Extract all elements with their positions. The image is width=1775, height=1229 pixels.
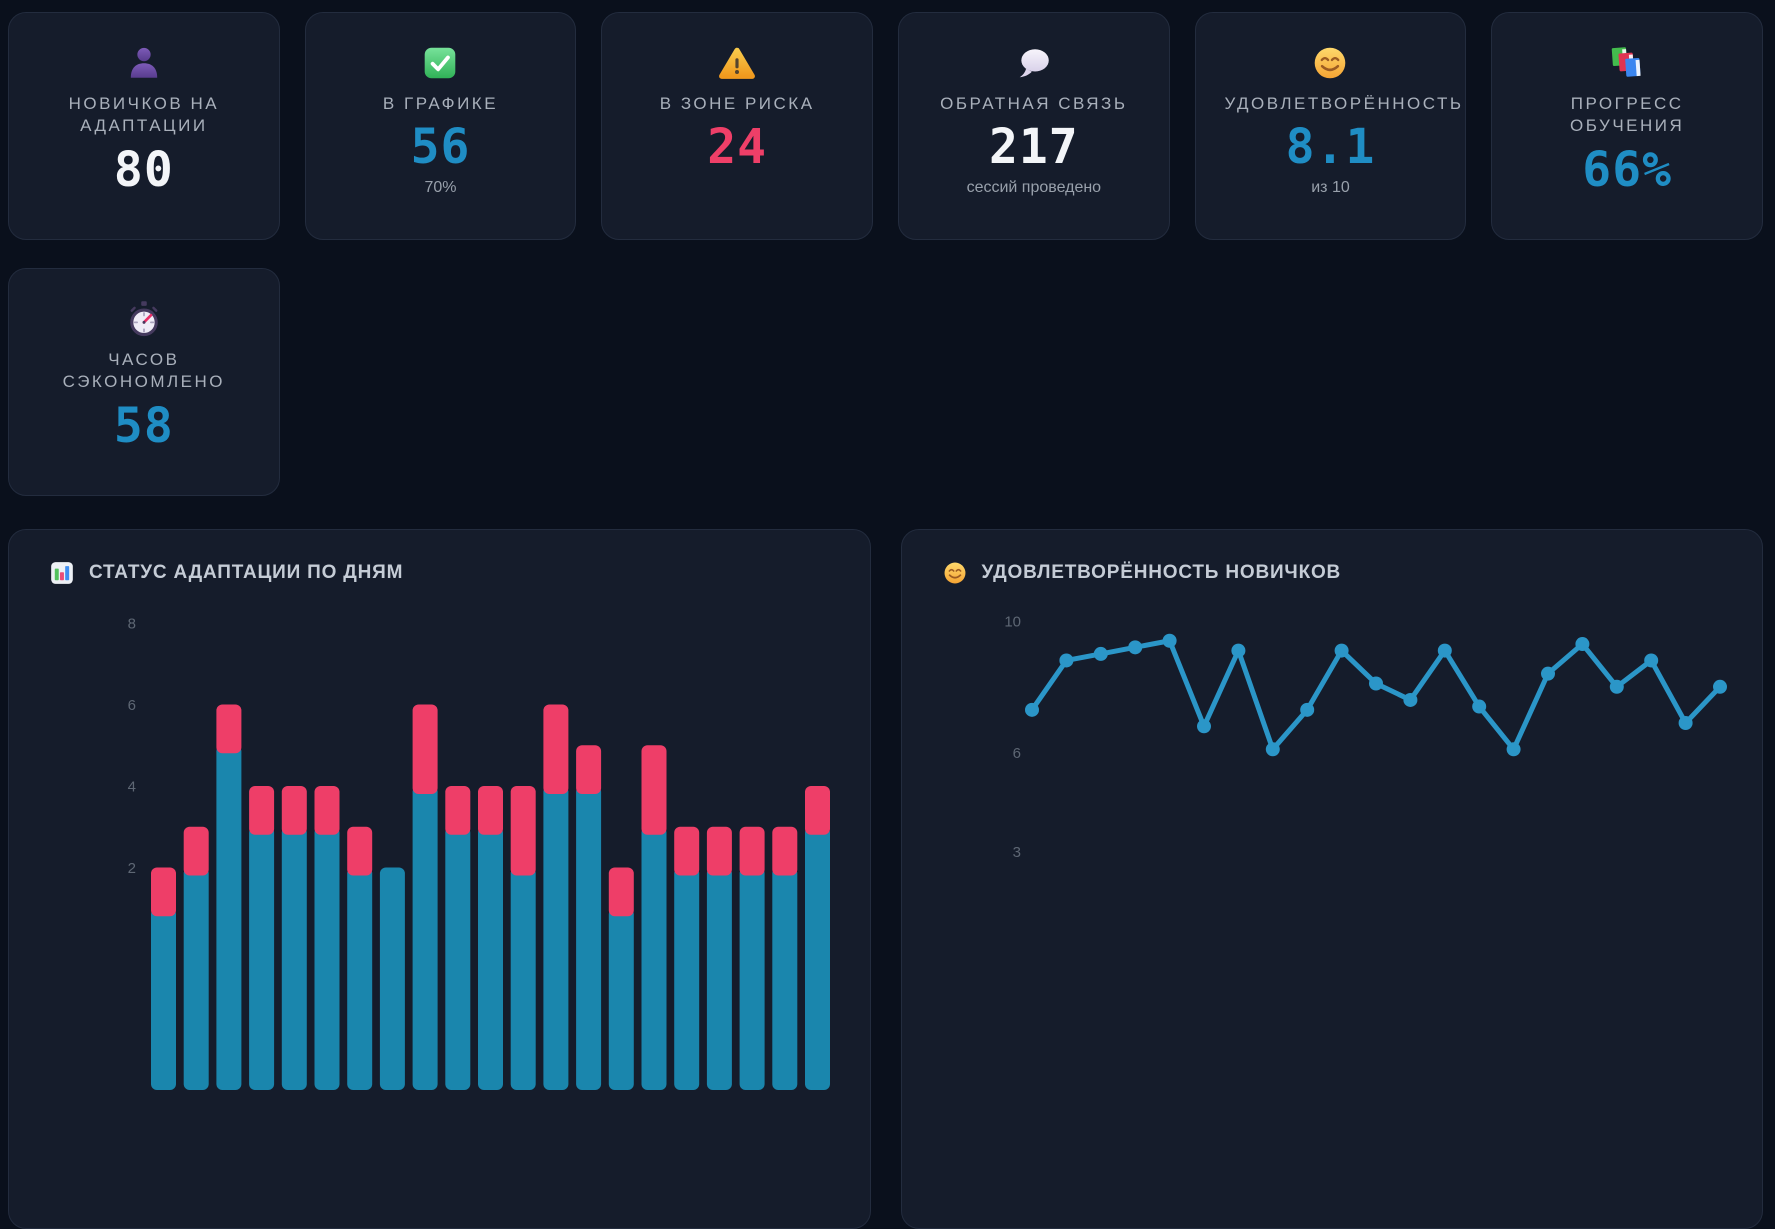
kpi-label: ОБРАТНАЯ СВЯЗЬ — [940, 94, 1128, 113]
kpi-sub: из 10 — [1311, 178, 1350, 196]
warning-icon — [718, 44, 756, 82]
svg-text:3: 3 — [1012, 844, 1020, 861]
kpi-card-newcomers: НОВИЧКОВ НА АДАПТАЦИИ 80 — [8, 12, 280, 240]
person-icon — [125, 44, 163, 82]
dashboard-page: { "theme": { "page_bg": "#0a101c", "card… — [8, 12, 1763, 1229]
kpi-label: В ЗОНЕ РИСКА — [659, 94, 815, 113]
kpi-value: 80 — [113, 141, 174, 198]
kpi-label: ЧАСОВ СЭКОНОМЛЕНО — [62, 350, 226, 392]
svg-text:2: 2 — [128, 860, 136, 877]
kpi-label: НОВИЧКОВ НА АДАПТАЦИИ — [68, 94, 220, 136]
bar-chart-title: СТАТУС АДАПТАЦИИ ПО ДНЯМ — [89, 562, 404, 583]
charts-grid: СТАТУС АДАПТАЦИИ ПО ДНЯМ 8 6 4 2 УДОВЛЕТВОР… — [8, 529, 1763, 1229]
kpi-sub: 70% — [424, 178, 457, 196]
line-chart-plot: 10 6 3 — [1004, 614, 1727, 861]
stopwatch-icon — [124, 300, 164, 338]
kpi-card-satisfaction: УДОВЛЕТВОРЁННОСТЬ 8.1 из 10 — [1194, 12, 1467, 240]
svg-text:8: 8 — [128, 616, 136, 633]
kpi-value: 24 — [707, 119, 768, 176]
smiley-icon — [1311, 44, 1349, 82]
svg-text:10: 10 — [1004, 614, 1021, 631]
kpi-card-at-risk: В ЗОНЕ РИСКА 24 — [601, 12, 873, 240]
check-icon — [421, 44, 459, 82]
kpi-card-hours-saved: ЧАСОВ СЭКОНОМЛЕНО 58 — [8, 268, 280, 496]
books-icon — [1608, 44, 1646, 82]
kpi-value: 8.1 — [1285, 119, 1376, 176]
kpi-value: 58 — [113, 397, 174, 454]
bar-chart-icon — [49, 560, 75, 586]
svg-text:4: 4 — [128, 779, 136, 796]
kpi-card-on-track: В ГРАФИКЕ 56 70% — [304, 12, 577, 240]
kpi-value: 217 — [988, 119, 1079, 176]
kpi-value: 56 — [410, 119, 471, 176]
kpi-label: ПРОГРЕСС ОБУЧЕНИЯ — [1570, 94, 1685, 136]
kpi-label: УДОВЛЕТВОРЁННОСТЬ — [1224, 94, 1464, 113]
bar-chart-card: СТАТУС АДАПТАЦИИ ПО ДНЯМ 8 6 4 2 — [8, 529, 871, 1229]
bar-chart-plot: 8 6 4 2 — [128, 616, 830, 1090]
svg-text:6: 6 — [1012, 745, 1020, 762]
line-chart-header: УДОВЛЕТВОРЁННОСТЬ НОВИЧКОВ — [902, 530, 1763, 586]
kpi-sub: сессий проведено — [966, 178, 1102, 196]
kpi-card-training-progress: ПРОГРЕСС ОБУЧЕНИЯ 66% — [1491, 12, 1763, 240]
line-chart-card: УДОВЛЕТВОРЁННОСТЬ НОВИЧКОВ 10 6 3 — [900, 529, 1763, 1229]
speech-bubble-icon — [1015, 44, 1053, 82]
bar-chart-header: СТАТУС АДАПТАЦИИ ПО ДНЯМ — [9, 530, 870, 586]
svg-text:6: 6 — [128, 697, 136, 714]
kpi-card-feedback: ОБРАТНАЯ СВЯЗЬ 217 сессий проведено — [897, 12, 1170, 240]
kpi-cards-grid: НОВИЧКОВ НА АДАПТАЦИИ 80 В ГРАФИКЕ 56 70… — [8, 12, 1763, 496]
line-chart-title: УДОВЛЕТВОРЁННОСТЬ НОВИЧКОВ — [981, 562, 1342, 583]
smiley-icon — [942, 560, 968, 586]
kpi-value: 66% — [1582, 141, 1672, 198]
kpi-label: В ГРАФИКЕ — [382, 94, 499, 113]
